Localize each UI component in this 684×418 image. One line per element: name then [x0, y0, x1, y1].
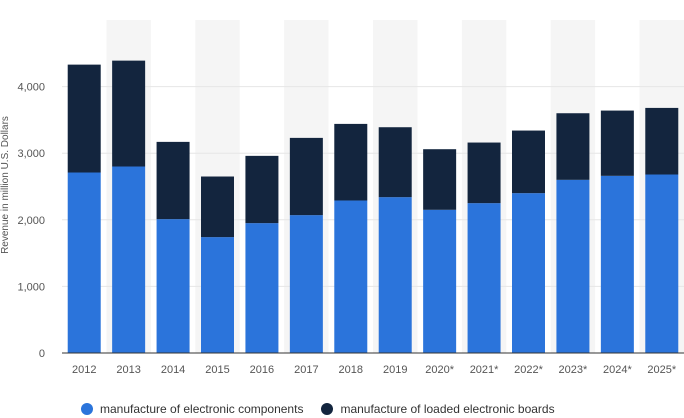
y-tick-label: 1,000	[17, 281, 45, 293]
y-tick-label: 3,000	[17, 148, 45, 160]
legend-item-components[interactable]: manufacture of electronic components	[81, 402, 303, 416]
bar-loaded-electronic-boards	[156, 141, 190, 220]
bar-electronic-components	[556, 179, 590, 353]
bar-electronic-components	[600, 175, 634, 353]
bars	[67, 60, 679, 353]
legend-label-boards: manufacture of loaded electronic boards	[340, 402, 555, 416]
x-tick-label: 2013	[116, 364, 140, 376]
bar-electronic-components	[645, 174, 679, 353]
x-tick-labels: 2012 2013 2014 2015 2016 2017 2018 2019 2020* 202…	[72, 364, 677, 376]
x-tick-label: 2024*	[603, 364, 632, 376]
bar-electronic-components	[289, 215, 323, 353]
bar-electronic-components	[112, 166, 146, 353]
bar-loaded-electronic-boards	[67, 64, 101, 173]
bar-electronic-components	[378, 197, 412, 353]
x-tick-label: 2022*	[514, 364, 543, 376]
legend-swatch-boards	[321, 403, 334, 415]
y-tick-labels: 0 1,000 2,000 3,000 4,000	[17, 82, 45, 360]
bar-loaded-electronic-boards	[467, 142, 501, 204]
legend: manufacture of electronic components man…	[81, 400, 555, 418]
bar-electronic-components	[512, 193, 545, 353]
y-tick-label: 2,000	[17, 215, 45, 227]
bar-loaded-electronic-boards	[334, 123, 368, 201]
y-axis-label: Revenue in million U.S. Dollars	[0, 116, 11, 254]
legend-item-boards[interactable]: manufacture of loaded electronic boards	[321, 402, 555, 416]
bar-loaded-electronic-boards	[378, 127, 412, 198]
bar-loaded-electronic-boards	[289, 137, 323, 216]
legend-swatch-components	[81, 403, 93, 415]
y-tick-label: 0	[39, 348, 45, 360]
x-tick-label: 2025*	[647, 364, 676, 376]
y-tick-label: 4,000	[17, 82, 45, 94]
bar-loaded-electronic-boards	[512, 130, 545, 194]
bar-loaded-electronic-boards	[423, 149, 457, 210]
bar-loaded-electronic-boards	[600, 110, 634, 176]
x-tick-label: 2023*	[559, 364, 588, 376]
x-tick-label: 2017	[294, 364, 318, 376]
bar-electronic-components	[67, 172, 101, 353]
x-tick-label: 2021*	[470, 364, 499, 376]
x-tick-label: 2019	[383, 364, 407, 376]
bar-electronic-components	[423, 209, 457, 353]
x-tick-label: 2014	[161, 364, 185, 376]
x-tick-label: 2018	[339, 364, 363, 376]
bar-electronic-components	[245, 223, 279, 353]
x-tick-label: 2012	[72, 364, 96, 376]
bar-electronic-components	[467, 203, 501, 353]
bar-loaded-electronic-boards	[556, 113, 590, 180]
bar-electronic-components	[156, 219, 190, 353]
x-tick-label: 2016	[250, 364, 274, 376]
bar-loaded-electronic-boards	[201, 176, 234, 238]
x-tick-label: 2020*	[425, 364, 454, 376]
bar-loaded-electronic-boards	[645, 107, 679, 175]
bar-electronic-components	[334, 200, 368, 353]
x-tick-label: 2015	[205, 364, 229, 376]
legend-label-components: manufacture of electronic components	[100, 402, 304, 416]
bar-loaded-electronic-boards	[245, 155, 279, 224]
bar-electronic-components	[201, 237, 234, 353]
bar-loaded-electronic-boards	[112, 60, 146, 167]
